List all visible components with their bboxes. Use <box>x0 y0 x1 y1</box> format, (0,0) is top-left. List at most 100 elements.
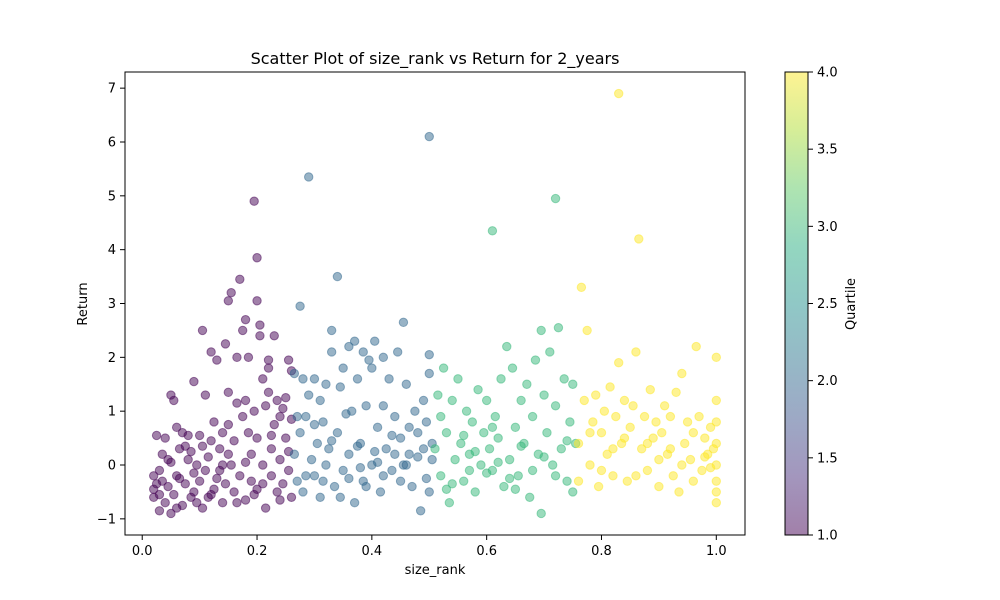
data-point-q1 <box>163 481 173 492</box>
data-point-q3 <box>476 460 486 470</box>
colorbar-tick-label: 2.0 <box>817 374 838 389</box>
data-point-q1 <box>220 339 231 349</box>
data-point-q1 <box>240 495 251 505</box>
data-point-q2 <box>352 441 363 451</box>
data-point-q1 <box>160 433 170 443</box>
data-point-q4 <box>631 347 641 357</box>
data-point-q1 <box>232 498 242 508</box>
data-point-q4 <box>677 460 687 470</box>
data-point-q1 <box>258 479 268 489</box>
chart-title: Scatter Plot of size_rank vs Return for … <box>251 49 620 69</box>
data-point-q4 <box>651 417 661 427</box>
data-point-q2 <box>378 352 389 363</box>
data-point-q3 <box>510 484 521 494</box>
data-point-q2 <box>410 406 420 416</box>
data-point-q4 <box>585 460 595 470</box>
data-point-q1 <box>258 374 268 384</box>
data-point-q1 <box>272 395 282 406</box>
data-point-q1 <box>189 376 199 387</box>
data-point-q3 <box>504 454 515 465</box>
data-point-q2 <box>395 476 406 486</box>
data-point-q1 <box>180 441 190 451</box>
data-point-q1 <box>223 449 234 459</box>
data-point-q2 <box>370 336 380 346</box>
data-point-q1 <box>266 471 277 481</box>
data-point-q1 <box>226 460 236 470</box>
data-point-q1 <box>171 503 182 513</box>
data-point-q3 <box>496 374 506 384</box>
data-point-q3 <box>507 363 518 373</box>
data-point-q1 <box>226 288 236 298</box>
data-point-q1 <box>203 452 213 462</box>
data-point-q3 <box>450 454 460 465</box>
data-point-q3 <box>459 476 469 486</box>
data-point-q1 <box>151 479 162 489</box>
data-point-q1 <box>197 325 208 336</box>
data-point-q1 <box>154 506 165 516</box>
data-point-q1 <box>232 398 242 408</box>
data-point-q1 <box>197 441 208 451</box>
data-point-q1 <box>258 460 268 470</box>
data-point-q1 <box>283 465 294 476</box>
data-point-q1 <box>200 390 211 400</box>
data-point-q3 <box>530 355 541 365</box>
data-point-q2 <box>306 454 317 465</box>
data-point-q4 <box>628 401 638 411</box>
data-point-q3 <box>550 193 561 204</box>
data-point-q1 <box>283 355 294 365</box>
data-point-q2 <box>398 317 409 328</box>
data-point-q2 <box>309 471 320 481</box>
data-point-q2 <box>407 481 417 492</box>
data-point-q1 <box>275 454 285 465</box>
data-point-q2 <box>344 473 354 484</box>
data-point-q3 <box>527 465 538 476</box>
data-point-q1 <box>209 417 219 427</box>
data-point-q2 <box>344 341 354 352</box>
data-point-q3 <box>504 473 515 484</box>
data-point-q2 <box>324 444 334 454</box>
data-point-q2 <box>421 417 432 427</box>
x-tick-label: 0.6 <box>476 544 497 559</box>
data-point-q2 <box>424 487 434 497</box>
data-point-q3 <box>479 428 489 438</box>
data-point-q4 <box>585 428 595 438</box>
data-point-q3 <box>441 428 452 438</box>
data-point-q1 <box>240 314 251 325</box>
data-point-q2 <box>390 449 400 459</box>
data-point-q1 <box>169 489 179 500</box>
data-point-q3 <box>499 481 509 492</box>
data-point-q2 <box>315 492 325 503</box>
data-point-q4 <box>700 433 710 443</box>
data-point-q3 <box>556 444 566 454</box>
data-point-q4 <box>622 476 633 486</box>
data-point-q1 <box>235 471 245 481</box>
data-point-q4 <box>697 465 707 476</box>
data-point-q4 <box>688 476 699 486</box>
data-point-q2 <box>375 487 386 497</box>
data-point-q2 <box>352 374 363 384</box>
data-point-q2 <box>332 428 343 438</box>
data-point-q2 <box>309 374 320 384</box>
data-point-q1 <box>263 387 274 398</box>
data-point-q3 <box>550 401 561 411</box>
colorbar <box>785 72 808 535</box>
data-point-q2 <box>326 436 337 446</box>
data-point-q3 <box>441 484 452 494</box>
data-point-q1 <box>229 436 239 446</box>
data-point-q1 <box>237 411 248 422</box>
data-point-q1 <box>263 355 274 365</box>
data-point-q1 <box>269 331 279 341</box>
data-point-q4 <box>636 444 647 454</box>
data-point-q4 <box>654 454 664 465</box>
y-axis: −1 0 1 2 3 4 5 6 7 <box>97 82 125 527</box>
data-point-q3 <box>527 411 538 422</box>
data-point-q4 <box>614 358 624 368</box>
data-point-q1 <box>281 433 291 443</box>
data-point-q1 <box>154 489 165 500</box>
data-point-q2 <box>415 506 426 516</box>
data-point-q4 <box>579 395 589 406</box>
data-point-q3 <box>447 479 457 489</box>
data-point-q1 <box>260 401 271 411</box>
colorbar-tick-label: 1.0 <box>817 529 838 544</box>
data-point-q2 <box>401 460 411 470</box>
